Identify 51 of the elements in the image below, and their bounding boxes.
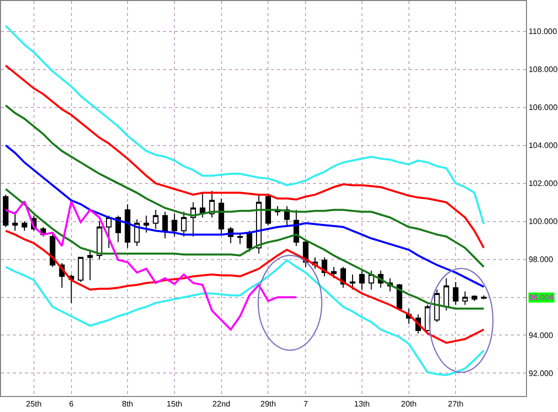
line-series: [4, 230, 485, 344]
candlestick: [434, 289, 440, 322]
x-tick-label: 15th: [166, 400, 182, 409]
x-tick-label: 29th: [260, 400, 276, 409]
candlestick: [452, 282, 458, 306]
line-series: [4, 104, 485, 268]
candlestick: [78, 256, 84, 283]
y-tick-label: 94.000: [528, 331, 554, 340]
candlestick: [350, 274, 356, 290]
candlestick: [124, 204, 130, 248]
x-tick-label: 8th: [122, 400, 134, 409]
y-tick-label: 98.000: [528, 255, 554, 264]
candlestick: [144, 215, 150, 234]
line-series: [4, 24, 485, 226]
x-tick-label: 27th: [448, 400, 464, 409]
candlestick: [172, 213, 178, 237]
candlestick: [87, 249, 93, 281]
line-series: [4, 144, 485, 288]
y-tick-label: 102.000: [528, 179, 558, 188]
candlestick: [134, 218, 140, 246]
candlestick: [162, 211, 168, 239]
y-tick-label: 104.000: [528, 141, 558, 150]
x-tick-label: 25th: [26, 400, 42, 409]
y-tick-label: 106.000: [528, 103, 558, 112]
x-tick-label: 13th: [354, 400, 370, 409]
line-series: [4, 200, 298, 331]
candlestick: [331, 266, 337, 279]
candlestick: [12, 211, 18, 232]
candlestick: [22, 220, 28, 232]
annotation: 96.004: [529, 293, 554, 302]
line-series: [4, 64, 485, 249]
candlestick: [96, 220, 102, 260]
y-tick-label: 100.000: [528, 217, 558, 226]
candlestick: [265, 194, 271, 226]
candlestick: [359, 270, 365, 290]
y-tick-label: 92.000: [528, 369, 554, 378]
x-tick-label: 20th: [401, 400, 417, 409]
x-tick-label: 7: [303, 400, 308, 409]
candlestick: [152, 209, 158, 230]
line-series: [4, 259, 485, 376]
x-tick-label: 6: [69, 400, 74, 409]
candlestick: [2, 194, 8, 228]
y-tick-label: 110.000: [528, 27, 558, 36]
candlestick: [181, 211, 187, 237]
candlestick: [218, 198, 224, 236]
candlestick: [237, 234, 243, 245]
y-tick-label: 108.000: [528, 65, 558, 74]
line-series: [4, 188, 485, 310]
candlestick: [444, 278, 450, 312]
candlestick: [462, 291, 468, 306]
x-tick-label: 22nd: [212, 400, 230, 409]
